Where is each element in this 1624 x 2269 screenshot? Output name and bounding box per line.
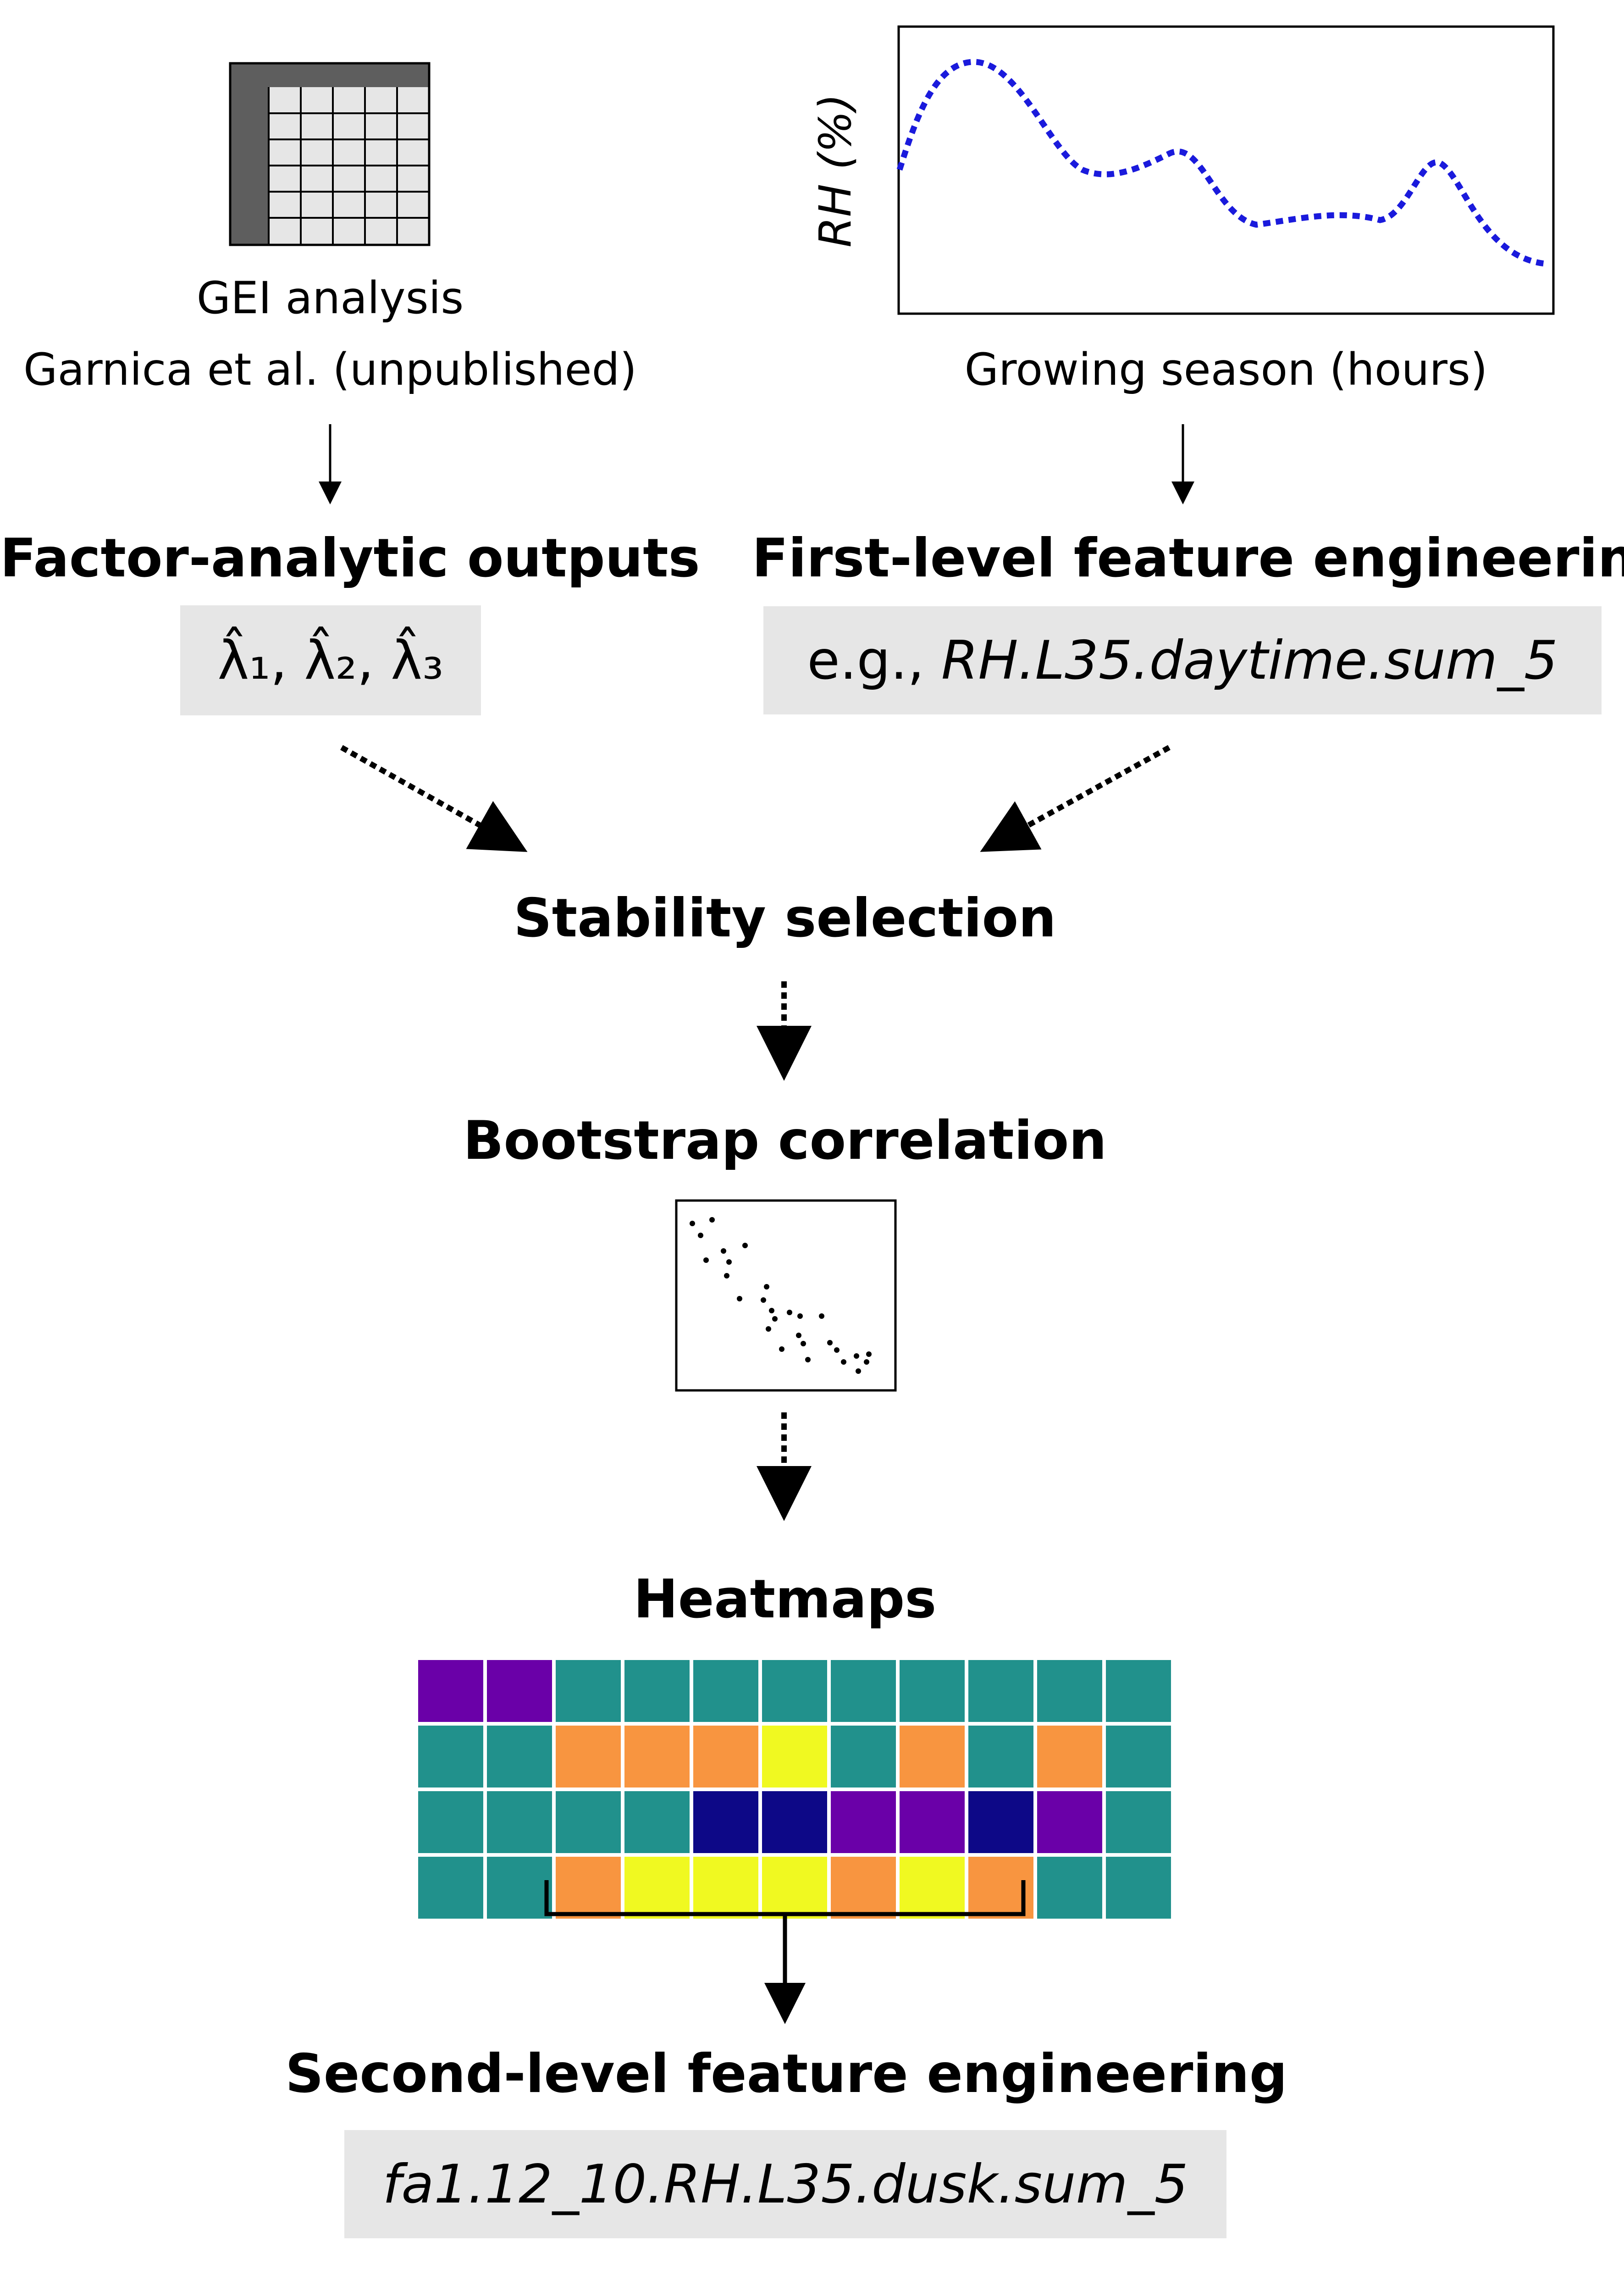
heatmap-cell [1037, 1660, 1102, 1722]
heatmap-cell [762, 1791, 827, 1853]
heatmap-cell [418, 1660, 483, 1722]
scatter-point [737, 1296, 742, 1301]
heatmap-cell [1106, 1726, 1171, 1788]
heatmap-cell [762, 1857, 827, 1919]
scatter-point [769, 1308, 774, 1313]
first-level-chip: e.g., RH.L35.daytime.sum_5 [763, 606, 1602, 714]
heatmap-cell [487, 1791, 552, 1853]
scatter-point [787, 1310, 792, 1315]
heatmap-cell [762, 1660, 827, 1722]
heatmap-cell [831, 1857, 896, 1919]
scatter-point [726, 1259, 732, 1265]
first-level-example: RH.L35.daytime.sum_5 [941, 629, 1558, 692]
second-level-chip: fa1.12_10.RH.L35.dusk.sum_5 [344, 2130, 1226, 2238]
scatter-point [764, 1284, 769, 1289]
heatmap-cell [487, 1726, 552, 1788]
heatmap-cell [900, 1857, 965, 1919]
heatmap-cell [1037, 1857, 1102, 1919]
scatter-point [805, 1357, 811, 1362]
heatmap-cell [693, 1791, 758, 1853]
scatter-point [724, 1273, 729, 1278]
scatter-point [698, 1233, 703, 1238]
scatter-point [834, 1347, 840, 1353]
second-level-example: fa1.12_10.RH.L35.dusk.sum_5 [382, 2153, 1188, 2215]
scatter-plot-icon [675, 1199, 897, 1392]
scatter-point [709, 1217, 715, 1223]
scatter-point [721, 1248, 726, 1254]
heatmap-cell [968, 1791, 1033, 1853]
heatmap-cell [900, 1660, 965, 1722]
scatter-point [703, 1257, 709, 1263]
heatmap-cell [418, 1726, 483, 1788]
scatter-point [796, 1333, 801, 1338]
heatmap-cell [624, 1857, 690, 1919]
heatmap-cell [1037, 1726, 1102, 1788]
scatter-point [864, 1359, 869, 1365]
scatter-point [801, 1341, 806, 1346]
heatmap-cell [693, 1857, 758, 1919]
scatter-point [866, 1351, 872, 1357]
factor-outputs-chip: λ̂₁, λ̂₂, λ̂₃ [180, 605, 481, 715]
scatter-point [690, 1221, 695, 1226]
heatmap-cell [900, 1726, 965, 1788]
heatmap-cell [968, 1726, 1033, 1788]
stability-selection-title: Stability selection [514, 887, 1056, 949]
heatmap-cell [693, 1660, 758, 1722]
first-level-text: e.g., RH.L35.daytime.sum_5 [807, 630, 1558, 692]
heatmaps-title: Heatmaps [633, 1568, 937, 1630]
heatmap-cell [762, 1726, 827, 1788]
second-level-title: Second-level feature engineering [285, 2043, 1287, 2105]
heatmap-cell [556, 1660, 621, 1722]
heatmap-cell [831, 1791, 896, 1853]
scatter-point [761, 1297, 766, 1303]
scatter-point [797, 1313, 803, 1319]
heatmap-cell [1106, 1660, 1171, 1722]
heatmap-cell [418, 1857, 483, 1919]
heatmap-cell [831, 1726, 896, 1788]
heatmap-cell [418, 1791, 483, 1853]
heatmap-cell [968, 1660, 1033, 1722]
heatmap-cell [624, 1726, 690, 1788]
scatter-point [742, 1243, 748, 1248]
heatmap-cell [1106, 1857, 1171, 1919]
arrow-factor-to-stability [340, 745, 528, 852]
first-level-prefix: e.g., [807, 629, 941, 692]
heatmap-cell [1106, 1791, 1171, 1853]
heatmap-cell [693, 1726, 758, 1788]
scatter-point [854, 1353, 859, 1359]
table-icon [229, 62, 431, 246]
scatter-point [841, 1359, 846, 1365]
heatmap-cell [556, 1791, 621, 1853]
heatmap-cell [831, 1660, 896, 1722]
heatmap-cell [487, 1857, 552, 1919]
rh-x-axis-label: Growing season (hours) [964, 344, 1488, 395]
first-level-title: First-level feature engineering [752, 527, 1624, 589]
scatter-point [766, 1326, 771, 1332]
factor-outputs-title: Factor-analytic outputs [0, 527, 700, 589]
gei-title: GEI analysis [196, 272, 464, 324]
scatter-point [819, 1313, 824, 1319]
gei-source: Garnica et al. (unpublished) [23, 344, 637, 395]
rh-line-chart [896, 25, 1555, 315]
factor-outputs-formula: λ̂₁, λ̂₂, λ̂₃ [217, 629, 444, 692]
heatmap-grid [418, 1660, 1171, 1919]
heatmap-cell [624, 1660, 690, 1722]
bootstrap-correlation-title: Bootstrap correlation [463, 1110, 1107, 1172]
heatmap-cell [556, 1857, 621, 1919]
arrow-first-level-to-stability [980, 745, 1171, 852]
rh-y-axis-label: RH (%) [810, 94, 861, 248]
heatmap-cell [1037, 1791, 1102, 1853]
heatmap-cell [900, 1791, 965, 1853]
rh-curve [896, 59, 1546, 267]
heatmap-cell [624, 1791, 690, 1853]
heatmap-cell [487, 1660, 552, 1722]
scatter-point [779, 1346, 784, 1352]
scatter-point [827, 1340, 833, 1345]
scatter-point [772, 1316, 778, 1322]
scatter-point [856, 1368, 861, 1374]
heatmap-cell [556, 1726, 621, 1788]
rh-plot-frame [897, 25, 1555, 315]
